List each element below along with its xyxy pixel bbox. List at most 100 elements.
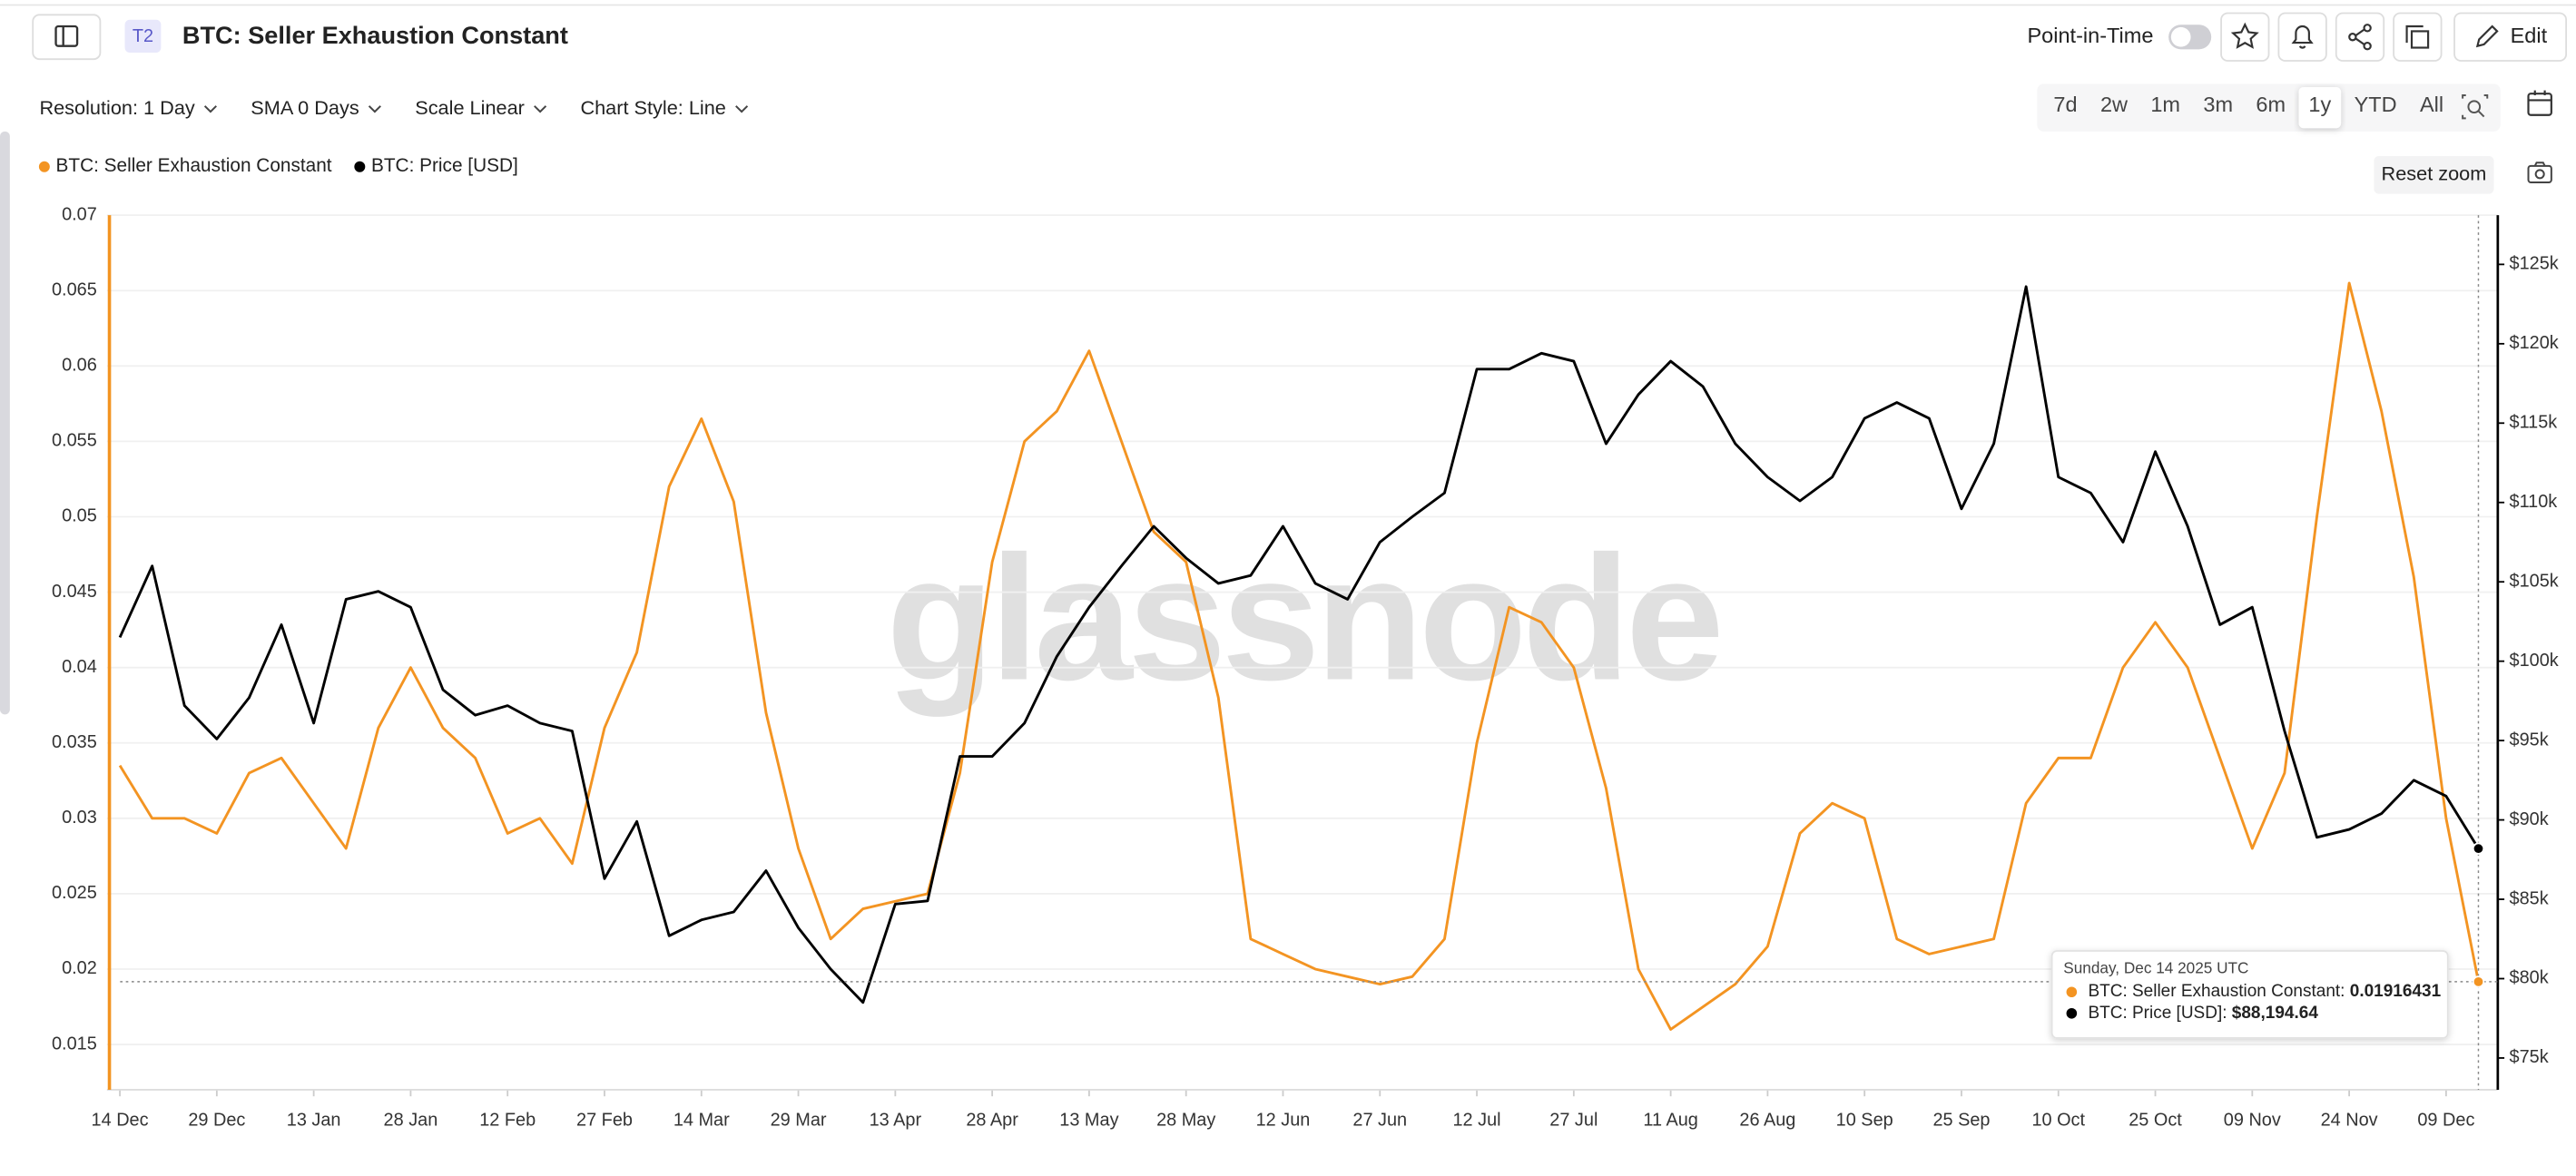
edit-label: Edit [2511, 24, 2548, 47]
range-button[interactable]: 1y [2298, 86, 2342, 129]
x-tick-label: 14 Mar [673, 1111, 730, 1131]
range-buttons: 7d 2w 1m 3m 6m 1y YTD All [2053, 86, 2443, 129]
y2-tick-label: $100k [2510, 651, 2559, 671]
y2-tick-label: $115k [2510, 413, 2558, 433]
x-tick-label: 13 May [1059, 1111, 1118, 1131]
duplicate-button[interactable] [2393, 12, 2443, 62]
range-button[interactable]: 3m [2203, 93, 2233, 116]
range-button[interactable]: 6m [2256, 93, 2286, 116]
legend-item[interactable]: BTC: Price [USD] [354, 155, 518, 176]
y-tick-label: 0.06 [62, 356, 97, 376]
y2-tick-label: $105k [2510, 571, 2559, 591]
share-button[interactable] [2335, 12, 2385, 62]
dropdown-chevron [203, 105, 217, 113]
y-tick-label: 0.025 [52, 883, 97, 903]
range-selected [2298, 86, 2342, 129]
favorite-button[interactable] [2220, 12, 2270, 62]
dropdown[interactable]: Scale Linear [415, 96, 547, 119]
range-group [2037, 83, 2501, 132]
series-line [118, 281, 2480, 1031]
y-tick-label: 0.03 [62, 808, 97, 828]
tooltip-value: $88,194.64 [2232, 1004, 2319, 1023]
x-tick-label: 29 Dec [188, 1111, 245, 1131]
y-tick-label: 0.045 [52, 582, 97, 602]
watermark: glassnode [886, 520, 1719, 718]
x-tick-label: 25 Oct [2129, 1111, 2182, 1131]
legend-marker [38, 161, 50, 172]
range-label: 7d [2053, 93, 2077, 116]
x-tick-label: 14 Dec [92, 1111, 149, 1131]
dropdown-chevron [368, 105, 381, 113]
y2-tick-label: $120k [2510, 333, 2559, 353]
y-tick-label: 0.065 [52, 279, 97, 299]
x-tick-label: 09 Dec [2417, 1111, 2474, 1131]
dropdown-label: Scale Linear [415, 96, 525, 119]
legend-marker [354, 161, 366, 172]
x-tick-label: 25 Sep [1932, 1111, 1990, 1131]
tooltip-marker [2066, 1007, 2078, 1019]
dropdown-group: Resolution: 1 Day SMA 0 Days Scale Linear C… [39, 96, 749, 119]
badge: T2 [133, 26, 153, 46]
tooltip-title: Sunday, Dec 14 2025 UTC [2063, 958, 2248, 976]
series-line [118, 285, 2480, 1004]
calendar-button[interactable] [2527, 90, 2552, 116]
dropdown-label: Resolution: 1 Day [39, 96, 194, 119]
x-tick-label: 12 Jul [1453, 1111, 1501, 1131]
range-label: 6m [2256, 93, 2286, 116]
y-tick-label: 0.04 [62, 657, 97, 677]
x-tick-label: 28 Apr [966, 1111, 1018, 1131]
range-button[interactable]: 7d [2053, 93, 2077, 116]
legend-item[interactable]: BTC: Seller Exhaustion Constant [38, 155, 332, 176]
y2-tick-label: $75k [2510, 1047, 2549, 1067]
x-tick-label: 12 Jun [1256, 1111, 1311, 1131]
alert-button[interactable] [2277, 12, 2327, 62]
edit-button[interactable]: Edit [2453, 12, 2568, 62]
x-tick-label: 26 Aug [1739, 1111, 1795, 1131]
x-tick-label: 10 Sep [1836, 1111, 1893, 1131]
hover-point [2472, 842, 2485, 855]
sidebar-toggle[interactable] [32, 14, 102, 61]
range-label: 3m [2203, 93, 2233, 116]
tooltip-name: BTC: Seller Exhaustion Constant: [2088, 982, 2345, 1001]
range-button[interactable]: YTD [2355, 93, 2397, 116]
y-tick-label: 0.05 [62, 506, 97, 526]
x-tick-label: 12 Feb [479, 1111, 536, 1131]
x-tick-label: 09 Nov [2224, 1111, 2281, 1131]
y-tick-label: 0.015 [52, 1034, 97, 1054]
screenshot-button[interactable] [2527, 162, 2552, 183]
point-in-time-label: Point-in-Time [2027, 24, 2153, 47]
x-tick-label: 28 Jan [384, 1111, 438, 1131]
point-in-time-toggle[interactable] [2168, 24, 2212, 50]
dropdown-chevron [534, 105, 547, 113]
page-title: BTC: Seller Exhaustion Constant [182, 21, 568, 49]
x-tick-label: 10 Oct [2031, 1111, 2085, 1131]
plot: 0.015 0.02 0.025 0.03 0.035 0.04 0.045 0.05 0.05… [52, 204, 2559, 1130]
tooltip-value: 0.01916431 [2350, 982, 2442, 1001]
range-button[interactable]: All [2420, 93, 2443, 116]
y2-tick-label: $85k [2510, 888, 2549, 908]
hover-point [2472, 975, 2485, 988]
y-tick-label: 0.055 [52, 431, 97, 451]
x-tick-label: 27 Feb [576, 1111, 633, 1131]
y2-tick-label: $125k [2510, 254, 2559, 274]
x-tick-label: 28 May [1156, 1111, 1215, 1131]
badge-bg [124, 19, 162, 53]
y2-tick-label: $110k [2510, 492, 2558, 512]
legend-label: BTC: Seller Exhaustion Constant [56, 155, 332, 176]
x-tick-label: 29 Mar [771, 1111, 827, 1131]
dropdown[interactable]: SMA 0 Days [251, 96, 381, 119]
tooltip-name: BTC: Price [USD]: [2088, 1004, 2227, 1023]
y2-tick-label: $95k [2510, 730, 2549, 750]
y-tick-label: 0.07 [62, 204, 97, 224]
range-button[interactable]: 2w [2100, 93, 2129, 116]
tooltip: Sunday, Dec 14 2025 UTC BTC: Seller Exha… [2050, 950, 2449, 1039]
dropdown[interactable]: Resolution: 1 Day [39, 96, 217, 119]
zoom-select-button[interactable] [2454, 87, 2497, 128]
range-button[interactable]: 1m [2150, 93, 2180, 116]
x-tick-label: 13 Jan [287, 1111, 341, 1131]
legend-label: BTC: Price [USD] [371, 155, 518, 176]
dropdown[interactable]: Chart Style: Line [580, 96, 749, 119]
x-tick-label: 24 Nov [2321, 1111, 2378, 1131]
x-tick-label: 27 Jun [1352, 1111, 1407, 1131]
reset-zoom-button[interactable]: Reset zoom [2374, 155, 2494, 194]
